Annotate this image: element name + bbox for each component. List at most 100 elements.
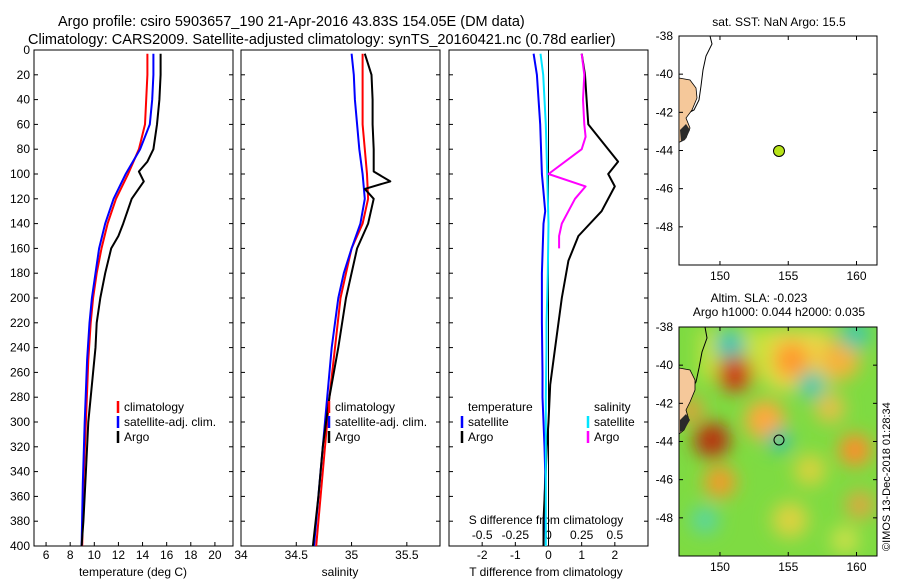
- longitude-tick-label: 160: [847, 560, 867, 574]
- latitude-tick-label: -42: [656, 396, 674, 410]
- depth-tick-label: 380: [10, 514, 30, 528]
- depth-tick-label: 240: [10, 341, 30, 355]
- salinity-x-label: salinity: [322, 565, 359, 579]
- temperature-tick-label: 14: [136, 548, 150, 562]
- temperature-tick-label: 16: [160, 548, 174, 562]
- temperature-tick-label: 6: [43, 548, 50, 562]
- temperature-x-label: temperature (deg C): [79, 565, 187, 579]
- depth-tick-label: 340: [10, 465, 30, 479]
- salinity-tick-label: 35.5: [395, 548, 419, 562]
- longitude-tick-label: 160: [847, 269, 867, 283]
- series-line-satellite-adj-clim-: [313, 53, 366, 547]
- tasmania-landmass: [678, 77, 698, 143]
- latitude-tick-label: -40: [656, 67, 674, 81]
- salinity-tick-label: 34: [234, 548, 248, 562]
- depth-tick-label: 400: [10, 539, 30, 553]
- figure-title-line1: Argo profile: csiro 5903657_190 21-Apr-2…: [58, 14, 525, 30]
- legend-s-argo-label: Argo: [594, 430, 620, 444]
- depth-tick-label: 180: [10, 266, 30, 280]
- depth-axis: 0 20 40 60 80 100 120 140 160 180 200 220 240 260 280 3…: [10, 43, 30, 553]
- s-difference-tick-label: 0.5: [606, 528, 623, 542]
- depth-tick-label: 20: [17, 68, 31, 82]
- latitude-tick-label: -38: [656, 320, 674, 334]
- sla-map-title: Altim. SLA: -0.023: [711, 291, 808, 305]
- sla-tasmania-coast-detail: [680, 414, 690, 432]
- tasmania-coast-detail: [680, 124, 690, 142]
- latitude-tick-label: -48: [656, 220, 674, 234]
- series-line-climatology: [81, 53, 149, 547]
- series-line-temperature-argo: [542, 53, 620, 546]
- legend-climatology-label: climatology: [335, 400, 395, 414]
- temperature-tick-label: 8: [67, 548, 74, 562]
- latitude-tick-label: -48: [656, 511, 674, 525]
- depth-tick-label: 260: [10, 365, 30, 379]
- s-difference-tick-label: -0.5: [472, 528, 493, 542]
- figure-title-line2: Climatology: CARS2009. Satellite-adjuste…: [28, 32, 616, 48]
- sla-map-ticks: -38 -40 -42 -44 -46 -48 150 155 160: [656, 320, 877, 574]
- depth-tick-label: 160: [10, 241, 30, 255]
- depth-tick-label: 60: [17, 117, 31, 131]
- legend-argo-label: Argo: [335, 430, 361, 444]
- latitude-tick-label: -44: [656, 144, 674, 158]
- legend-t-satellite-label: satellite: [468, 415, 509, 429]
- series-line-climatology: [315, 53, 370, 547]
- t-difference-tick-label: 1: [578, 548, 585, 562]
- legend-satellite-label: satellite-adj. clim.: [335, 415, 427, 429]
- temperature-plot-frame: [33, 49, 234, 547]
- longitude-tick-label: 150: [710, 269, 730, 283]
- depth-tick-label: 320: [10, 440, 30, 454]
- legend-argo-label: Argo: [124, 430, 150, 444]
- panel-ticks: [34, 49, 648, 547]
- sla-map: Altim. SLA: -0.023 Argo h1000: 0.044 h20…: [656, 291, 878, 574]
- argo-float-marker-sla: [773, 434, 785, 446]
- t-difference-tick-label: -1: [510, 548, 521, 562]
- temperature-tick-label: 20: [208, 548, 222, 562]
- series-line-argo: [80, 53, 162, 547]
- t-difference-tick-label: -2: [477, 548, 488, 562]
- series-line-satellite-adj-clim-: [80, 53, 155, 547]
- sst-map-ticks: -38 -40 -42 -44 -46 -48 150 155 160: [656, 29, 877, 283]
- depth-tick-label: 80: [17, 142, 31, 156]
- difference-s-ticks: -0.5-0.2500.250.5: [472, 528, 624, 542]
- salinity-legend: climatology satellite-adj. clim. Argo: [327, 400, 427, 444]
- temperature-legend: climatology satellite-adj. clim. Argo: [116, 400, 216, 444]
- latitude-tick-label: -40: [656, 358, 674, 372]
- s-difference-tick-label: -0.25: [502, 528, 530, 542]
- series-line-temperature-satellite: [532, 53, 547, 547]
- s-difference-tick-label: 0.25: [570, 528, 594, 542]
- sst-map-title: sat. SST: NaN Argo: 15.5: [712, 15, 846, 29]
- temperature-tick-label: 18: [184, 548, 198, 562]
- series-line-salinity-satellite: [539, 53, 550, 546]
- depth-tick-label: 300: [10, 415, 30, 429]
- depth-tick-label: 140: [10, 217, 30, 231]
- depth-tick-label: 200: [10, 291, 30, 305]
- temperature-tick-label: 12: [112, 548, 126, 562]
- longitude-tick-label: 155: [778, 560, 798, 574]
- sla-heatmap: [679, 327, 877, 556]
- legend-temperature-header: temperature: [468, 400, 533, 414]
- temperature-tick-label: 10: [88, 548, 102, 562]
- legend-climatology-label: climatology: [124, 400, 184, 414]
- series-line-salinity-argo: [547, 53, 587, 249]
- sla-map-subtitle: Argo h1000: 0.044 h2000: 0.035: [693, 305, 865, 319]
- legend-satellite-label: satellite-adj. clim.: [124, 415, 216, 429]
- latitude-tick-label: -46: [656, 473, 674, 487]
- series-lines: [80, 50, 620, 547]
- t-difference-tick-label: 2: [611, 548, 618, 562]
- depth-tick-label: 40: [17, 93, 31, 107]
- longitude-tick-label: 150: [710, 560, 730, 574]
- temperature-x-ticks: 6 8 10 12 14 16 18 20: [43, 542, 222, 562]
- latitude-tick-label: -46: [656, 182, 674, 196]
- depth-tick-label: 120: [10, 192, 30, 206]
- legend-salinity-header: salinity: [594, 400, 631, 414]
- latitude-tick-label: -44: [656, 435, 674, 449]
- t-difference-x-label: T difference from climatology: [469, 565, 623, 579]
- salinity-tick-label: 35: [345, 548, 359, 562]
- difference-legend: temperature satellite Argo salinity sate…: [460, 400, 635, 444]
- series-line-argo: [311, 53, 392, 547]
- t-difference-tick-label: 0: [545, 548, 552, 562]
- imos-watermark: ©IMOS 13-Dec-2018 01:28:34: [881, 402, 893, 551]
- depth-tick-label: 100: [10, 167, 30, 181]
- sst-map: sat. SST: NaN Argo: 15.5 -38 -40 -42 -44 -46…: [656, 15, 878, 283]
